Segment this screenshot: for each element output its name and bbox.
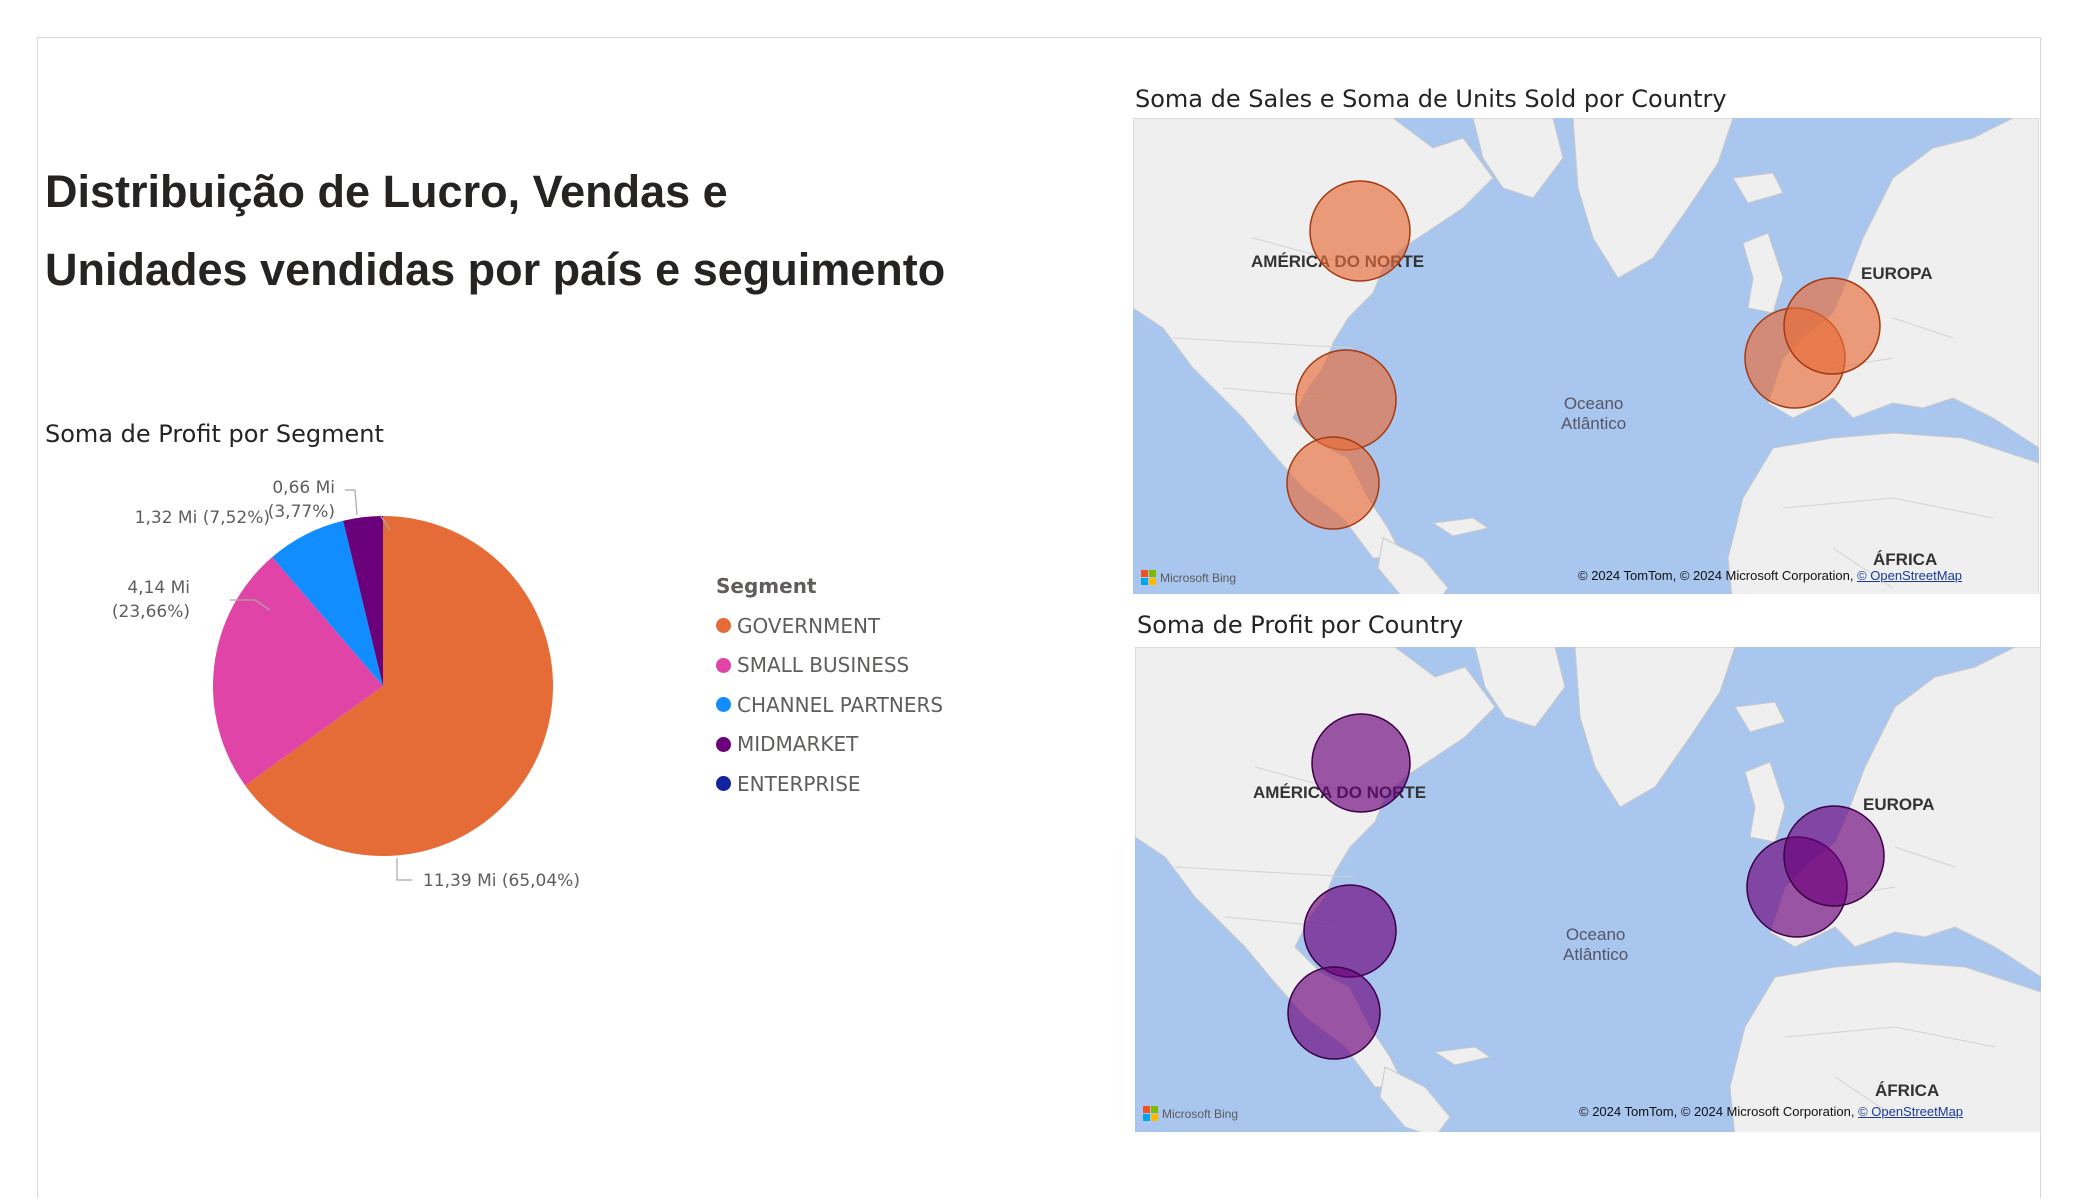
pie-slice-channel-partners[interactable] [272, 520, 383, 686]
label-africa: ÁFRICA [1875, 1081, 1940, 1100]
microsoft-logo-icon [1143, 1106, 1158, 1121]
map-bubble[interactable] [1783, 277, 1881, 375]
legend-item-channel-partners[interactable]: CHANNEL PARTNERS [716, 685, 943, 725]
legend-item-small-business[interactable]: SMALL BUSINESS [716, 646, 943, 686]
legend-item-midmarket[interactable]: MIDMARKET [716, 725, 943, 765]
map-bubble[interactable] [1295, 349, 1397, 451]
bing-logo: Microsoft Bing [1141, 570, 1236, 585]
pie-leader-line [396, 858, 412, 881]
data-label-channel-partners: 1,32 Mi (7,52%) [135, 508, 270, 528]
bing-logo: Microsoft Bing [1143, 1106, 1238, 1121]
label-ocean: Oceano Atlântico [1563, 925, 1629, 964]
map-bubble[interactable] [1303, 884, 1397, 978]
pie-chart[interactable]: 11,39 Mi (65,04%) 4,14 Mi (23,66%) 1,32 Mi … [100, 460, 620, 900]
legend-label: CHANNEL PARTNERS [737, 692, 944, 717]
map-attribution: © 2024 TomTom, © 2024 Microsoft Corporat… [1579, 1104, 1964, 1119]
openstreetmap-link[interactable]: © OpenStreetMap [1857, 568, 1963, 583]
map-bubble[interactable] [1309, 180, 1411, 282]
label-europe: EUROPA [1861, 264, 1933, 283]
pie-chart-title: Soma de Profit por Segment [45, 420, 384, 448]
pie-leader-line [345, 489, 358, 516]
openstreetmap-link[interactable]: © OpenStreetMap [1858, 1104, 1964, 1119]
map-bubbles[interactable] [1135, 647, 2041, 1132]
map-bubble[interactable] [1286, 436, 1380, 530]
sales-units-map[interactable]: AMÉRICA DO NORTE EUROPA OceanoAtlântico … [1133, 118, 2039, 594]
label-europe: EUROPA [1863, 795, 1935, 814]
legend-dot-icon [716, 697, 731, 713]
pie-legend: Segment GOVERNMENT SMALL BUSINESS CHANNEL … [716, 574, 943, 804]
pie-slice-small-business[interactable] [213, 557, 383, 786]
report-title-line-1: Distribuição de Lucro, Vendas e [45, 166, 728, 217]
report-canvas-frame [37, 37, 2041, 1198]
legend-label: SMALL BUSINESS [737, 653, 910, 678]
legend-label: GOVERNMENT [737, 613, 881, 638]
data-label-government: 11,39 Mi (65,04%) [423, 871, 580, 891]
data-label-small-business-pct: (23,66%) [112, 602, 190, 622]
legend-item-enterprise[interactable]: ENTERPRISE [716, 764, 943, 804]
microsoft-logo-icon [1141, 570, 1156, 585]
map-bubble[interactable] [1287, 966, 1381, 1060]
legend-dot-icon [716, 657, 731, 673]
map-bubbles[interactable] [1133, 118, 2039, 594]
legend-dot-icon [716, 618, 731, 634]
pie-slice-midmarket[interactable] [343, 516, 383, 686]
data-label-small-business: 4,14 Mi [127, 578, 190, 598]
map-bubble[interactable] [1311, 713, 1411, 813]
legend-label: ENTERPRISE [737, 771, 861, 796]
label-africa: ÁFRICA [1873, 550, 1938, 569]
legend-dot-icon [716, 736, 731, 752]
map1-title: Soma de Sales e Soma de Units Sold por C… [1135, 85, 1727, 113]
profit-map[interactable]: AMÉRICA DO NORTE EUROPA OceanoAtlântico … [1135, 647, 2041, 1132]
legend-label: MIDMARKET [737, 732, 859, 757]
pie-leader-line [379, 514, 391, 531]
data-label-midmarket: 0,66 Mi [272, 478, 335, 498]
map-attribution: © 2024 TomTom, © 2024 Microsoft Corporat… [1578, 568, 1963, 583]
label-ocean: Oceano Atlântico [1561, 394, 1627, 433]
map-bubble[interactable] [1783, 805, 1885, 907]
pie-slice-government[interactable] [245, 516, 554, 856]
legend-dot-icon [716, 776, 731, 792]
report-title-line-2: Unidades vendidas por país e seguimento [45, 244, 946, 295]
data-label-midmarket-pct: (3,77%) [268, 502, 335, 522]
map2-title: Soma de Profit por Country [1137, 611, 1464, 639]
pie-leader-line [230, 599, 271, 611]
legend-item-government[interactable]: GOVERNMENT [716, 606, 943, 646]
legend-title: Segment [716, 574, 817, 598]
